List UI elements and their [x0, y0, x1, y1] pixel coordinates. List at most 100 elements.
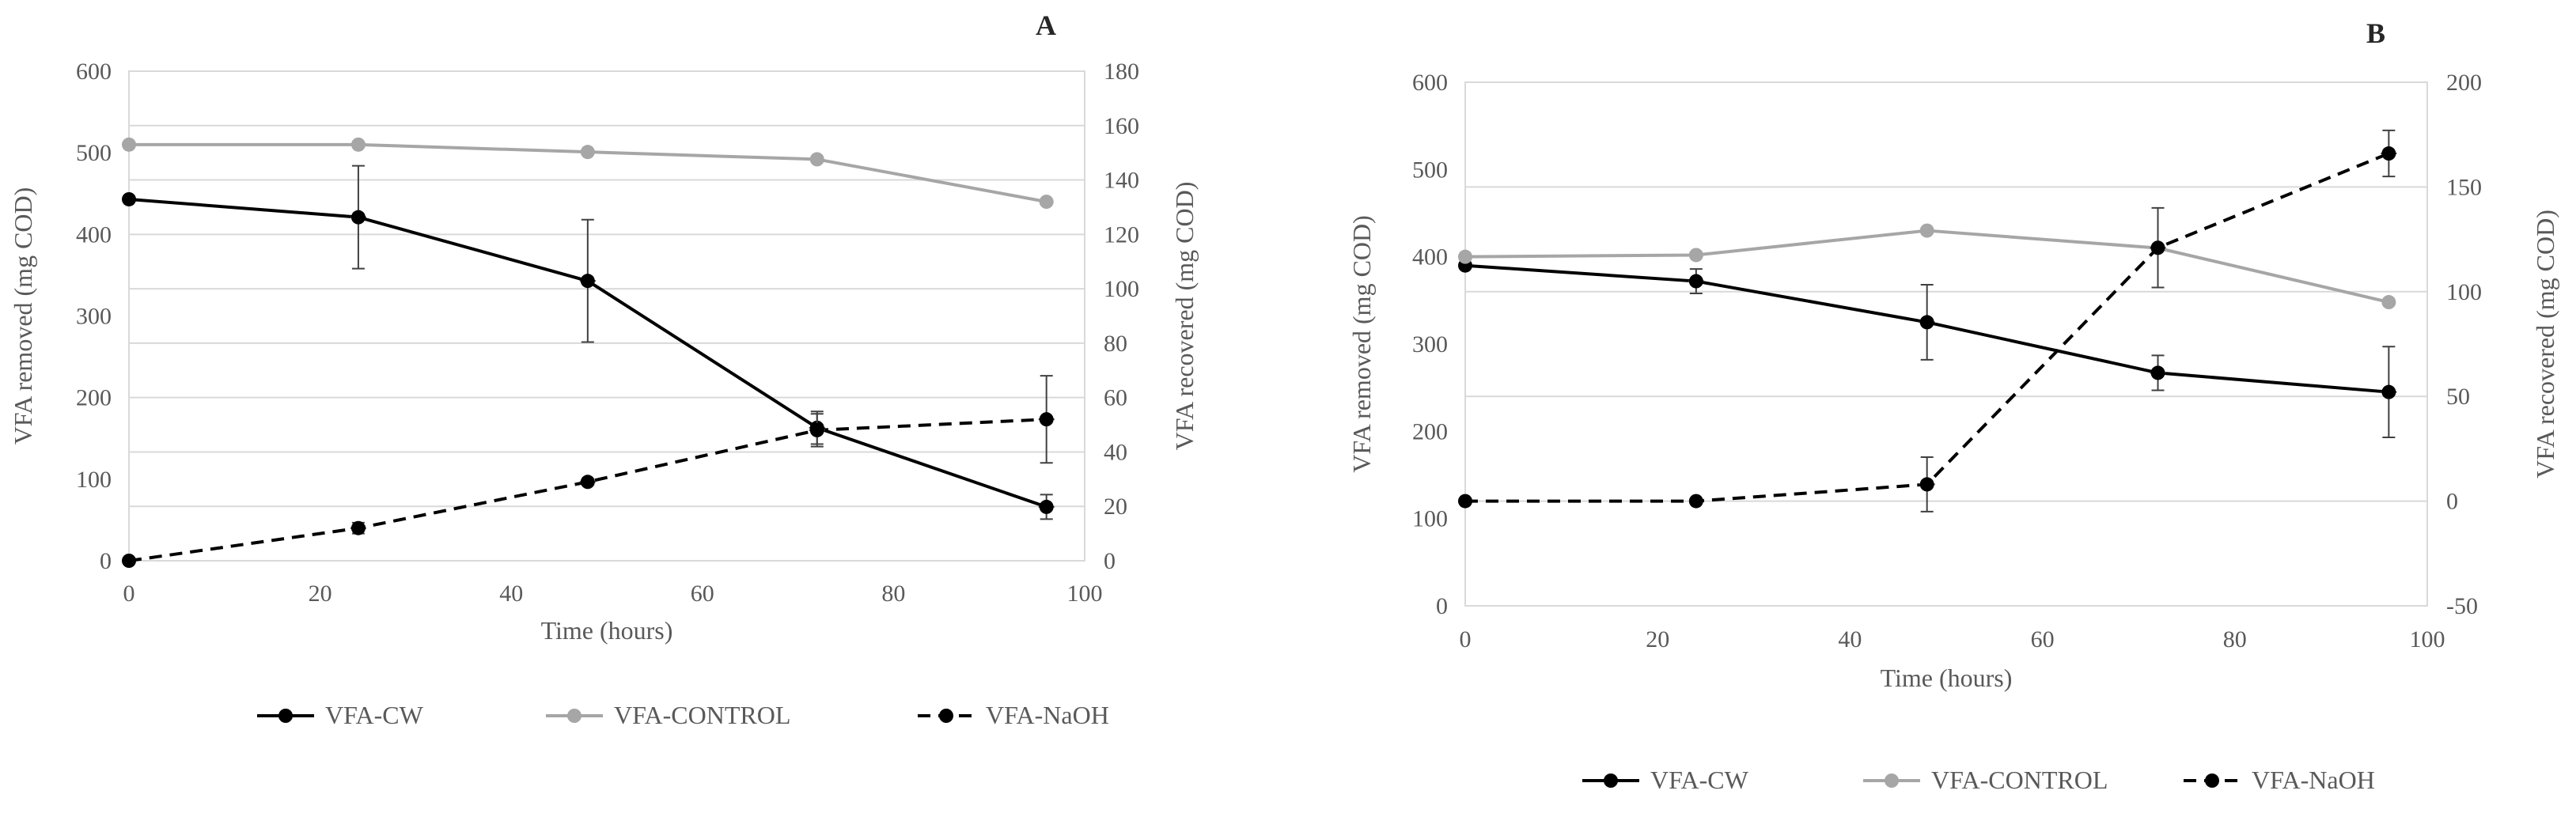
legend-item-vfa-control: VFA-CONTROL	[1863, 766, 2108, 794]
y-axis-title-right: VFA recovered (mg COD)	[1170, 182, 1199, 451]
x-tick-label: 0	[1460, 626, 1472, 652]
legend-swatch-marker	[2205, 774, 2219, 788]
legend-item-vfa-naoh: VFA-NaOH	[918, 701, 1109, 729]
y-tick-label-left: 200	[1412, 418, 1448, 444]
y-axis-title-left: VFA removed (mg COD)	[1347, 215, 1376, 473]
legend-item-vfa-cw: VFA-CW	[257, 701, 424, 729]
x-tick-label: 80	[881, 581, 905, 607]
series-vfa-control	[122, 137, 1054, 210]
legend-item-vfa-control: VFA-CONTROL	[546, 701, 790, 729]
panel-label: B	[2366, 17, 2385, 49]
data-point	[122, 554, 136, 568]
legend-swatch-marker	[939, 709, 953, 723]
y-tick-label-right: 20	[1104, 494, 1127, 520]
data-point	[1039, 412, 1054, 427]
data-point	[580, 274, 595, 289]
y-tick-label-right: 100	[2446, 279, 2482, 305]
y-tick-label-left: 300	[1412, 331, 1448, 357]
x-tick-label: 100	[2410, 626, 2445, 652]
plot-area	[1464, 81, 2428, 607]
x-tick-label: 60	[2031, 626, 2055, 652]
data-point	[1919, 315, 1934, 330]
y-axis-title-right: VFA recovered (mg COD)	[2531, 210, 2559, 478]
y-tick-label-left: 600	[1412, 70, 1448, 96]
y-tick-label-left: 100	[76, 467, 112, 493]
data-point	[2381, 295, 2396, 310]
data-point	[2381, 146, 2396, 161]
x-tick-label: 40	[1838, 626, 1862, 652]
data-point	[1919, 223, 1934, 238]
y-tick-label-right: 200	[2446, 70, 2482, 96]
legend-item-vfa-cw: VFA-CW	[1582, 766, 1749, 794]
panel-label: A	[1036, 9, 1056, 41]
y-tick-label-right: 60	[1104, 385, 1127, 411]
data-point	[1919, 477, 1934, 492]
data-point	[1039, 499, 1054, 514]
data-point	[809, 422, 824, 437]
data-point	[1688, 494, 1703, 509]
plot-area	[128, 70, 1085, 562]
series-vfa-cw	[1458, 258, 2397, 439]
y-tick-label-left: 200	[76, 385, 112, 411]
series-vfa-naoh	[122, 375, 1055, 568]
legend-label: VFA-NaOH	[2252, 766, 2375, 794]
legend-label: VFA-NaOH	[986, 701, 1109, 729]
legend: VFA-CW VFA-CONTROL VFA-NaOH	[1582, 766, 2375, 794]
y-tick-label-right: 120	[1104, 221, 1139, 248]
data-point	[2150, 240, 2165, 255]
y-tick-label-right: 140	[1104, 168, 1139, 194]
y-tick-label-left: 0	[100, 548, 112, 574]
x-axis-title: Time (hours)	[541, 616, 673, 645]
data-point	[1688, 248, 1703, 263]
legend: VFA-CW VFA-CONTROL VFA-NaOH	[257, 701, 1109, 729]
data-point	[122, 137, 136, 152]
x-tick-label: 60	[691, 581, 714, 607]
x-tick-label: 0	[123, 581, 135, 607]
chart-panel-b: 0 100 200 300 400 500 600 -50 0 50 100 150 200 0 20 40 6…	[1347, 17, 2559, 794]
series-line	[128, 418, 1047, 562]
y-tick-label-right: 50	[2446, 384, 2470, 410]
y-tick-label-right: 80	[1104, 331, 1127, 357]
data-point	[350, 520, 366, 535]
legend-label: VFA-CONTROL	[614, 701, 790, 729]
y-tick-label-right: 0	[1104, 548, 1116, 574]
data-point	[2150, 365, 2165, 380]
x-tick-label: 20	[309, 581, 332, 607]
y-tick-label-right: -50	[2446, 593, 2478, 619]
data-point	[809, 152, 824, 167]
legend-swatch-marker	[1885, 774, 1899, 788]
y-tick-label-left: 400	[76, 221, 112, 248]
data-point	[1039, 195, 1054, 210]
x-tick-label: 100	[1067, 581, 1103, 607]
data-point	[122, 191, 136, 206]
y-axis-title-left: VFA removed (mg COD)	[9, 187, 37, 445]
y-tick-label-right: 0	[2446, 489, 2458, 515]
legend-label: VFA-CW	[325, 701, 424, 729]
series-vfa-naoh	[1458, 129, 2397, 513]
y-tick-label-right: 160	[1104, 113, 1139, 139]
legend-label: VFA-CW	[1650, 766, 1749, 794]
legend-swatch-marker	[1604, 774, 1618, 788]
data-point	[350, 210, 366, 225]
y-tick-label-left: 100	[1412, 506, 1448, 532]
legend-label: VFA-CONTROL	[1931, 766, 2108, 794]
data-point	[2381, 384, 2396, 399]
x-axis-title: Time (hours)	[1881, 664, 2013, 692]
legend-swatch-marker	[567, 709, 581, 723]
y-tick-label-right: 150	[2446, 174, 2482, 200]
y-tick-label-left: 400	[1412, 244, 1448, 270]
legend-item-vfa-naoh: VFA-NaOH	[2184, 766, 2375, 794]
data-point	[1458, 249, 1472, 264]
chart-panel-a: 0100200300400500600020406080100120140160…	[9, 9, 1199, 729]
y-tick-label-right: 100	[1104, 276, 1139, 302]
legend-swatch-marker	[278, 709, 293, 723]
data-point	[1688, 274, 1703, 289]
y-tick-label-left: 500	[76, 140, 112, 166]
y-tick-label-left: 600	[76, 59, 112, 85]
x-tick-label: 40	[499, 581, 523, 607]
data-point	[350, 137, 366, 152]
y-tick-label-right: 180	[1104, 59, 1139, 85]
data-point	[580, 145, 595, 160]
y-tick-label-left: 0	[1436, 593, 1448, 619]
